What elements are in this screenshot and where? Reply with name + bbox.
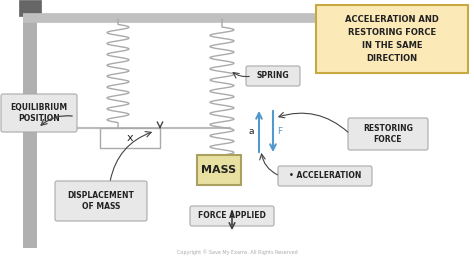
FancyBboxPatch shape xyxy=(190,206,274,226)
Text: RESTORING
FORCE: RESTORING FORCE xyxy=(363,124,413,144)
FancyBboxPatch shape xyxy=(55,181,147,221)
FancyBboxPatch shape xyxy=(100,128,160,148)
Text: x: x xyxy=(127,133,133,143)
Text: ACCELERATION AND
RESTORING FORCE
IN THE SAME
DIRECTION: ACCELERATION AND RESTORING FORCE IN THE … xyxy=(345,15,439,63)
FancyBboxPatch shape xyxy=(197,155,241,185)
Text: a: a xyxy=(248,127,254,136)
FancyBboxPatch shape xyxy=(348,118,428,150)
Text: DISPLACEMENT
OF MASS: DISPLACEMENT OF MASS xyxy=(68,191,135,211)
Text: • ACCELERATION: • ACCELERATION xyxy=(289,171,361,180)
Text: SPRING: SPRING xyxy=(257,71,289,80)
Text: MASS: MASS xyxy=(201,165,237,175)
FancyBboxPatch shape xyxy=(316,5,468,73)
Bar xyxy=(19,0,41,16)
Text: EQUILIBRIUM
POSITION: EQUILIBRIUM POSITION xyxy=(10,103,68,123)
FancyBboxPatch shape xyxy=(1,94,77,132)
FancyBboxPatch shape xyxy=(246,66,300,86)
Text: FORCE APPLIED: FORCE APPLIED xyxy=(198,212,266,221)
FancyBboxPatch shape xyxy=(278,166,372,186)
Text: Copyright © Save My Exams. All Rights Reserved: Copyright © Save My Exams. All Rights Re… xyxy=(177,249,297,255)
Bar xyxy=(23,8,37,248)
Text: F: F xyxy=(277,127,282,136)
